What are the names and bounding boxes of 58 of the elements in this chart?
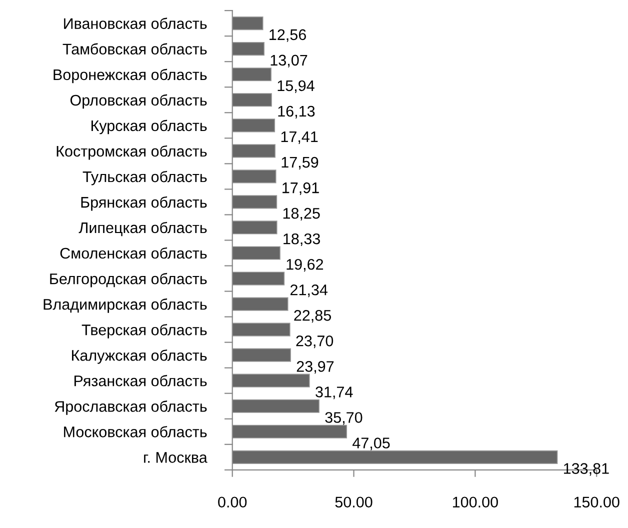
bar — [232, 118, 276, 132]
data-label: 15,94 — [278, 80, 314, 93]
y-tick-label: Московская область — [64, 426, 207, 438]
bar — [232, 450, 558, 464]
y-tick-label: Белгородская область — [50, 272, 207, 288]
data-label: 17,91 — [282, 182, 319, 196]
data-label: 21,34 — [290, 284, 328, 298]
bar — [232, 93, 272, 107]
bar — [232, 170, 276, 184]
y-tick-label: Орловская область — [70, 94, 207, 109]
data-label: 47,05 — [352, 438, 390, 450]
y-tick-label: Воронежская область — [54, 68, 207, 84]
data-label: 31,74 — [316, 386, 353, 400]
y-tick-label: Ярославская область — [54, 400, 207, 415]
bar — [232, 399, 320, 413]
y-tick-label: Калужская область — [72, 349, 207, 364]
data-label: 23,97 — [296, 361, 334, 374]
data-label: 23,70 — [296, 336, 334, 348]
data-label: 18,33 — [284, 233, 320, 246]
data-label: 22,85 — [294, 310, 331, 323]
y-tick-label: Курская область — [92, 120, 207, 134]
data-label: 133,81 — [564, 463, 609, 476]
bar — [232, 144, 276, 158]
data-label: 35,70 — [325, 412, 362, 425]
bar — [232, 42, 265, 56]
y-tick-label: Костромская область — [56, 145, 207, 160]
bar — [232, 246, 280, 260]
bar — [232, 348, 291, 362]
y-tick-label: Рязанская область — [74, 374, 207, 386]
y-tick-label: Ивановская область — [64, 18, 207, 30]
x-tick-label: 50.00 — [335, 496, 372, 508]
y-tick-label: Брянская область — [81, 196, 207, 211]
y-tick-label: Владимирская область — [44, 298, 207, 313]
data-label: 19,62 — [286, 258, 324, 272]
data-label: 17,59 — [282, 156, 318, 170]
x-tick-label: 100.00 — [452, 496, 498, 508]
bar — [232, 322, 290, 336]
bar — [232, 195, 278, 209]
data-label: 17,41 — [281, 132, 318, 144]
bar — [232, 68, 272, 82]
data-label: 16,13 — [278, 106, 315, 118]
data-label: 18,25 — [283, 208, 320, 221]
y-tick-label: Тамбовская область — [62, 43, 207, 55]
bar — [232, 272, 285, 286]
y-tick-label: Липецкая область — [78, 222, 207, 236]
bar — [232, 374, 310, 388]
x-tick-label: 0.00 — [218, 496, 247, 508]
bar — [232, 16, 264, 30]
x-tick-label: 150.00 — [574, 496, 620, 508]
bar — [232, 297, 288, 311]
data-label: 12,56 — [270, 29, 306, 42]
data-label: 13,07 — [270, 54, 308, 68]
bar — [232, 424, 348, 438]
y-tick-label: г. Москва — [144, 452, 208, 463]
bar — [232, 220, 278, 234]
y-tick-label: Смоленская область — [60, 247, 207, 259]
y-tick-label: Тверская область — [82, 324, 207, 338]
y-tick-label: Тульская область — [82, 170, 207, 186]
